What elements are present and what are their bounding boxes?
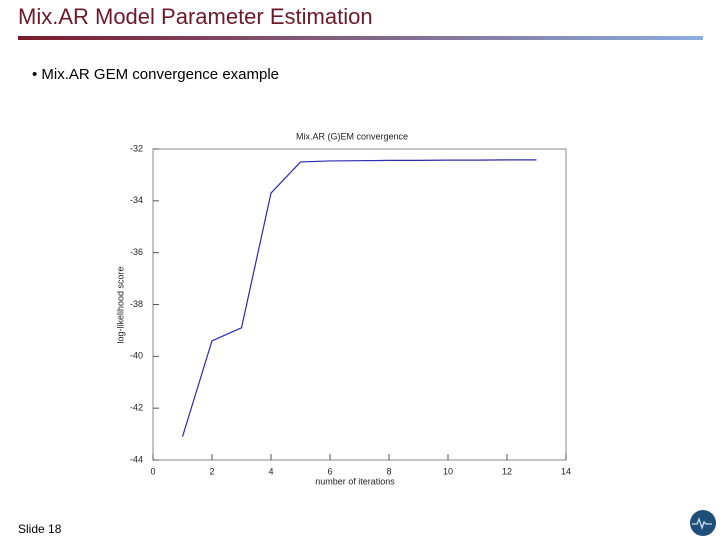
x-tick-label: 0 [150,466,155,476]
x-tick-label: 6 [327,466,332,476]
x-axis-label: number of iterations [315,476,395,486]
y-tick-label: -36 [130,247,143,257]
x-tick-label: 10 [443,466,453,476]
line [181,159,537,437]
slide-title: Mix.AR Model Parameter Estimation [18,4,373,29]
y-tick-label: -32 [130,143,143,153]
logo-wave [692,517,712,531]
slide-number: Slide 18 [18,522,62,536]
x-tick-label: 4 [268,466,273,476]
bullet-text: Mix.AR GEM convergence example [41,66,280,83]
y-tick-label: -44 [130,454,143,464]
y-tick-label: -42 [130,403,143,413]
x-tick-label: 12 [502,466,512,476]
plot-frame [152,148,567,461]
x-tick-label: 2 [209,466,214,476]
x-tick-label: 14 [561,466,571,476]
y-tick-label: -34 [130,195,143,205]
y-tick-label: -40 [130,351,143,361]
title-rule [18,36,703,40]
x-tick-label: 8 [386,466,391,476]
y-tick-label: -38 [130,299,143,309]
chart-title: Mix.AR (G)EM convergence [296,131,408,141]
y-axis-label: log-likelihood score [115,266,125,343]
bullet: • Mix.AR GEM convergence example [32,66,280,83]
